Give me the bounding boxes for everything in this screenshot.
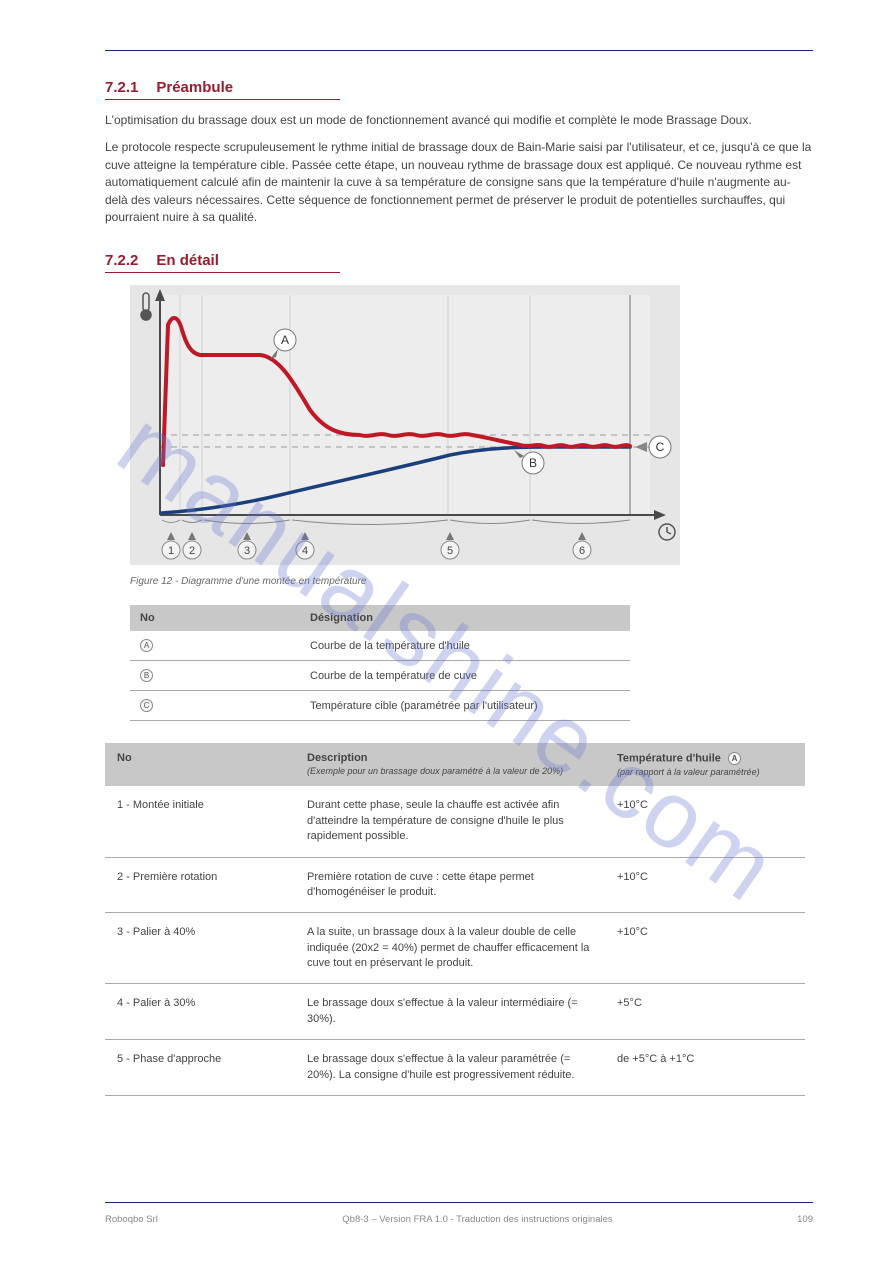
svg-text:5: 5	[447, 545, 453, 557]
para-1: L'optimisation du brassage doux est un m…	[105, 112, 813, 129]
phase-oil: +10°C	[605, 913, 805, 984]
heading-title: Préambule	[156, 79, 233, 96]
label-b-icon: B	[140, 669, 153, 682]
para-2: Le protocole respecte scrupuleusement le…	[105, 139, 813, 226]
top-divider	[105, 50, 813, 51]
col-title: Température d'huile	[617, 753, 721, 765]
heading-title: En détail	[156, 252, 219, 269]
label-a-icon: A	[140, 639, 153, 652]
table-row: B Courbe de la température de cuve	[130, 661, 630, 691]
table-row: 1 - Montée initiale Durant cette phase, …	[105, 786, 805, 857]
svg-text:6: 6	[579, 545, 585, 557]
phase-no: 5 - Phase d'approche	[105, 1040, 295, 1096]
phase-no: 1 - Montée initiale	[105, 786, 295, 857]
phase-desc: Le brassage doux s'effectue à la valeur …	[295, 984, 605, 1040]
bottom-divider	[105, 1202, 813, 1203]
label-a-icon: A	[728, 752, 741, 765]
heading-number: 7.2.2	[105, 252, 138, 269]
legend-text: Courbe de la température d'huile	[300, 631, 630, 661]
phase-table: No Description (Exemple pour un brassage…	[105, 743, 805, 1096]
table-row: C Température cible (paramétrée par l'ut…	[130, 691, 630, 721]
table-row: A Courbe de la température d'huile	[130, 631, 630, 661]
heading-number: 7.2.1	[105, 79, 138, 96]
svg-text:3: 3	[244, 545, 250, 557]
label-c-icon: C	[140, 699, 153, 712]
svg-text:2: 2	[189, 545, 195, 557]
footer-right: 109	[797, 1214, 813, 1225]
legend-col-no: No	[130, 605, 300, 631]
table-row: 5 - Phase d'approche Le brassage doux s'…	[105, 1040, 805, 1096]
heading-7-2-1: 7.2.1 Préambule	[105, 79, 340, 100]
section-detail: 7.2.2 En détail	[105, 252, 813, 1096]
svg-text:1: 1	[168, 545, 174, 557]
svg-text:4: 4	[302, 545, 308, 557]
section-preambule: 7.2.1 Préambule L'optimisation du brassag…	[105, 79, 813, 226]
phase-desc: Durant cette phase, seule la chauffe est…	[295, 786, 605, 857]
footer-center: Qb8-3 – Version FRA 1.0 - Traduction des…	[342, 1214, 612, 1225]
phase-no: 4 - Palier à 30%	[105, 984, 295, 1040]
phase-desc: Première rotation de cuve : cette étape …	[295, 857, 605, 913]
svg-text:A: A	[281, 333, 289, 347]
phase-oil: +10°C	[605, 786, 805, 857]
legend-col-desc: Désignation	[300, 605, 630, 631]
phase-desc: Le brassage doux s'effectue à la valeur …	[295, 1040, 605, 1096]
legend-table: No Désignation A Courbe de la températur…	[130, 605, 630, 721]
legend-text: Température cible (paramétrée par l'util…	[300, 691, 630, 721]
table-row: 3 - Palier à 40% A la suite, un brassage…	[105, 913, 805, 984]
table-row: 4 - Palier à 30% Le brassage doux s'effe…	[105, 984, 805, 1040]
svg-text:B: B	[529, 456, 537, 470]
heading-7-2-2: 7.2.2 En détail	[105, 252, 340, 273]
col-title: Description	[307, 752, 368, 764]
phase-col-desc: Description (Exemple pour un brassage do…	[295, 743, 605, 786]
col-sub: (Exemple pour un brassage doux paramétré…	[307, 766, 593, 776]
table-row: 2 - Première rotation Première rotation …	[105, 857, 805, 913]
svg-text:C: C	[656, 440, 665, 454]
phase-col-no: No	[105, 743, 295, 786]
figure-caption: Figure 12 - Diagramme d'une montée en te…	[130, 576, 813, 587]
phase-col-oil: Température d'huile A (par rapport à la …	[605, 743, 805, 786]
col-sub: (par rapport à la valeur paramétrée)	[617, 767, 793, 777]
figure-12: 1 2 3 4 5 6 A B C Figure 12 - Diagramme …	[105, 285, 813, 605]
phase-desc: A la suite, un brassage doux à la valeur…	[295, 913, 605, 984]
phase-oil: +10°C	[605, 857, 805, 913]
phase-oil: de +5°C à +1°C	[605, 1040, 805, 1096]
phase-oil: +5°C	[605, 984, 805, 1040]
footer: Roboqbo Srl Qb8-3 – Version FRA 1.0 - Tr…	[105, 1214, 813, 1225]
phase-no: 2 - Première rotation	[105, 857, 295, 913]
footer-left: Roboqbo Srl	[105, 1214, 158, 1225]
phase-no: 3 - Palier à 40%	[105, 913, 295, 984]
temperature-chart: 1 2 3 4 5 6 A B C	[130, 285, 680, 565]
legend-text: Courbe de la température de cuve	[300, 661, 630, 691]
